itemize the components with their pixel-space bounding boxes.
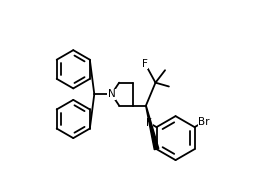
Text: F: F xyxy=(146,118,152,128)
Text: F: F xyxy=(142,59,148,69)
Text: Br: Br xyxy=(198,117,210,126)
Text: N: N xyxy=(108,89,115,99)
Polygon shape xyxy=(146,106,159,150)
